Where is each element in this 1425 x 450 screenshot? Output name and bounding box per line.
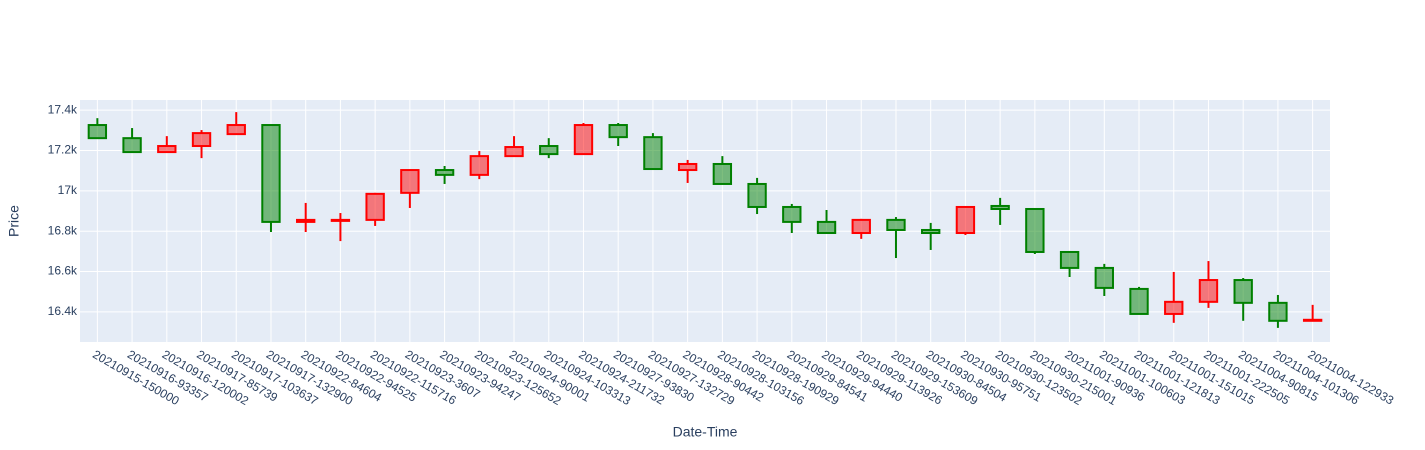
- candle-body: [921, 228, 941, 235]
- candle-body: [1025, 207, 1045, 253]
- candle-body: [157, 145, 177, 154]
- candle-body: [643, 136, 663, 171]
- candle-body: [1302, 318, 1323, 322]
- candle-body: [816, 220, 837, 235]
- candle-body: [955, 205, 976, 235]
- candle-body: [677, 162, 698, 172]
- candle-body: [747, 182, 767, 208]
- candle-body: [1268, 301, 1288, 322]
- candle-body: [1198, 279, 1219, 303]
- candle-body: [539, 145, 559, 156]
- x-axis-title: Date-Time: [673, 424, 738, 440]
- y-tick-label: 17.2k: [48, 143, 78, 157]
- y-tick-label: 16.4k: [48, 304, 78, 318]
- candle-body: [608, 124, 628, 139]
- candle-body: [886, 218, 906, 231]
- candle-body: [990, 204, 1010, 210]
- candle-body: [782, 205, 802, 223]
- y-axis-title: Price: [6, 205, 22, 237]
- y-tick-label: 17k: [58, 183, 78, 197]
- candle-body: [1233, 279, 1253, 304]
- candle-body: [261, 124, 281, 223]
- y-tick-label: 16.6k: [48, 264, 78, 278]
- candle-body: [122, 137, 142, 154]
- candle-body: [400, 169, 420, 194]
- candle-body: [296, 218, 316, 223]
- candle-body: [573, 124, 594, 156]
- candle-body: [87, 124, 108, 140]
- candle-body: [434, 169, 455, 176]
- candle-body: [1164, 300, 1184, 315]
- candle-body: [1129, 287, 1149, 315]
- y-tick-label: 17.4k: [48, 102, 78, 116]
- y-tick-label: 16.8k: [48, 223, 78, 237]
- plot-area: [80, 100, 1330, 342]
- candle-body: [1094, 266, 1114, 289]
- candle-body: [1059, 250, 1080, 269]
- candle-body: [504, 146, 524, 158]
- candle-body: [712, 162, 733, 185]
- candle-body: [191, 132, 212, 148]
- candle-body: [365, 192, 385, 221]
- candle-body: [469, 155, 489, 176]
- candle-body: [851, 218, 871, 235]
- candle-body: [226, 124, 246, 136]
- candle-body: [330, 218, 351, 222]
